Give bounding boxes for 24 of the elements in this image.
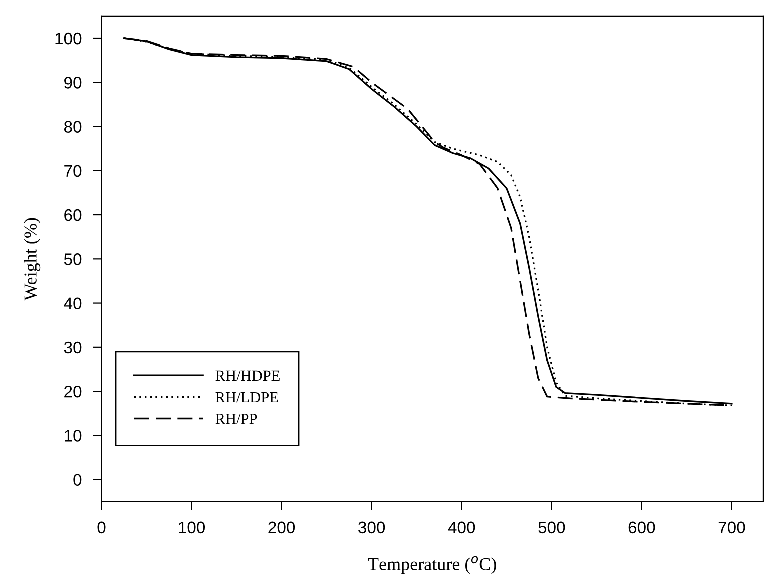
- x-tick-label: 300: [358, 522, 386, 534]
- y-tick-label: 10: [65, 430, 82, 442]
- y-tick-label: 30: [64, 342, 82, 354]
- y-tick-label: 20: [64, 386, 82, 398]
- y-tick-label: 80: [64, 121, 82, 133]
- y-tick-label: 0: [74, 474, 82, 486]
- x-tick-label: 100: [179, 522, 206, 534]
- x-tick-label: 0: [98, 522, 106, 534]
- x-tick-label: 500: [538, 522, 566, 534]
- x-tick-label: 600: [628, 522, 656, 534]
- x-tick-label: 700: [718, 522, 746, 534]
- legend-label: RH/PP: [216, 414, 258, 424]
- x-tick-label: 400: [448, 522, 476, 534]
- y-tick-label: 100: [56, 32, 82, 45]
- legend-label: RH/HDPE: [216, 370, 280, 382]
- y-tick-label: 70: [64, 165, 82, 178]
- y-tick-label: 50: [64, 254, 82, 266]
- y-tick-label: 60: [64, 209, 82, 222]
- y-tick-label: 40: [64, 298, 82, 310]
- legend-label: RH/LDPE: [216, 392, 278, 403]
- y-axis-title: Weight (%): [24, 218, 41, 301]
- y-tick-label: 90: [64, 77, 82, 89]
- x-axis-title: Temperature ($^{o}$C): [368, 556, 496, 574]
- x-tick-label: 200: [268, 522, 296, 534]
